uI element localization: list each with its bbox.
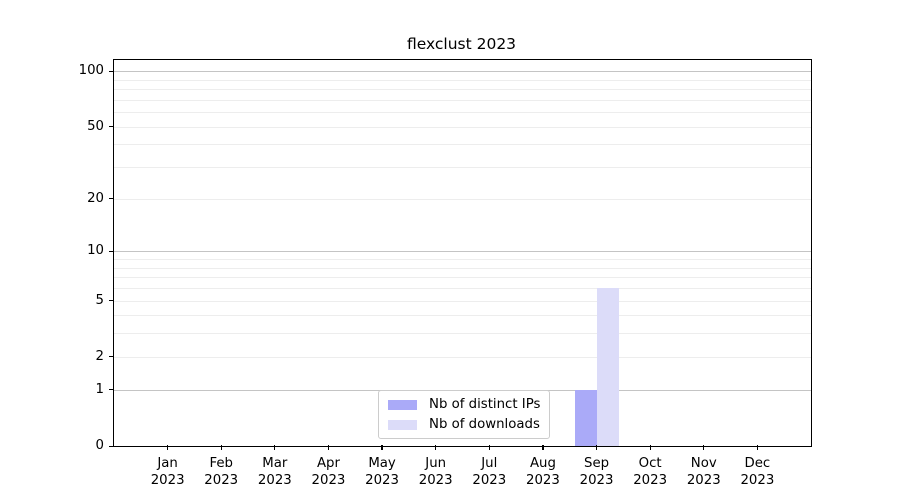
x-tick-month: Nov	[690, 456, 717, 471]
x-tick-year: 2023	[311, 473, 346, 488]
legend-item-label: Nb of distinct IPs	[429, 397, 541, 412]
x-tick-mark	[220, 445, 222, 450]
gridline-minor	[114, 167, 811, 169]
x-tick-year: 2023	[365, 473, 399, 488]
chart-title: flexclust 2023	[406, 35, 517, 53]
x-tick-mark	[488, 445, 490, 450]
y-tick-label: 1	[95, 381, 104, 397]
gridline-minor	[114, 277, 811, 279]
x-tick-month: Oct	[638, 456, 662, 471]
bar-downloads	[596, 287, 619, 446]
x-tick-month: Jun	[425, 456, 447, 471]
x-tick-label: Feb 2023	[181, 455, 261, 489]
x-tick-label: May 2023	[342, 455, 422, 489]
gridline-minor	[114, 126, 811, 128]
x-tick-mark	[167, 445, 169, 450]
plot-area: Nb of distinct IPs Nb of downloads	[113, 59, 812, 447]
x-tick-label: Jun 2023	[396, 455, 476, 489]
x-tick-mark	[756, 445, 758, 450]
x-tick-year: 2023	[686, 473, 721, 488]
x-tick-month: Jan	[157, 456, 178, 471]
x-tick-label: Dec 2023	[717, 455, 797, 489]
y-tick-mark	[109, 250, 114, 252]
x-tick-month: Dec	[744, 456, 771, 471]
x-tick-month: May	[368, 456, 396, 471]
x-tick-year: 2023	[150, 473, 185, 488]
legend: Nb of distinct IPs Nb of downloads	[378, 390, 551, 439]
y-tick-mark	[109, 70, 114, 72]
bar-distinct-ips	[574, 389, 597, 446]
y-tick-label: 2	[95, 348, 104, 364]
legend-item: Nb of distinct IPs	[388, 396, 540, 413]
y-tick-mark	[109, 300, 114, 302]
y-tick-label: 100	[78, 63, 104, 79]
y-tick-label: 5	[95, 292, 104, 308]
y-tick-label: 0	[95, 438, 104, 453]
x-tick-label: Jul 2023	[449, 455, 529, 489]
legend-swatch	[388, 419, 417, 430]
x-tick-mark	[381, 445, 383, 450]
gridline-minor	[114, 287, 811, 289]
gridline-minor	[114, 267, 811, 269]
gridline-major	[114, 71, 811, 73]
gridline-minor	[114, 198, 811, 200]
x-tick-mark	[649, 445, 651, 450]
x-tick-year: 2023	[418, 473, 453, 488]
legend-swatch	[388, 399, 417, 410]
gridline-minor	[114, 112, 811, 114]
x-tick-label: Jan 2023	[128, 455, 208, 489]
y-tick-mark	[109, 126, 114, 128]
gridline-minor	[114, 144, 811, 146]
x-tick-label: Oct 2023	[610, 455, 690, 489]
y-tick-mark	[109, 389, 114, 391]
y-tick-mark	[109, 356, 114, 358]
x-tick-mark	[274, 445, 276, 450]
x-tick-year: 2023	[740, 473, 775, 488]
x-tick-year: 2023	[579, 473, 614, 488]
x-tick-year: 2023	[472, 473, 507, 488]
x-tick-month: Sep	[584, 456, 610, 471]
gridline-minor	[114, 300, 811, 302]
x-tick-month: Aug	[529, 456, 556, 471]
y-tick-mark	[109, 198, 114, 200]
y-tick-label: 10	[87, 243, 104, 259]
legend-item: Nb of downloads	[388, 416, 540, 433]
x-tick-mark	[542, 445, 544, 450]
x-tick-month: Jul	[481, 456, 498, 471]
gridline-minor	[114, 356, 811, 358]
x-tick-mark	[703, 445, 705, 450]
gridline-minor	[114, 99, 811, 101]
y-axis: 0 1 2 5 10 20 50 100	[0, 60, 114, 453]
x-tick-label: Apr 2023	[288, 455, 368, 489]
x-tick-year: 2023	[257, 473, 292, 488]
gridline-minor	[114, 333, 811, 335]
gridline-minor	[114, 315, 811, 317]
x-tick-month: Apr	[316, 456, 340, 471]
gridline-minor	[114, 89, 811, 91]
legend-item-label: Nb of downloads	[429, 417, 540, 432]
gridline-minor	[114, 259, 811, 261]
x-tick-year: 2023	[633, 473, 668, 488]
y-tick-label: 50	[87, 118, 104, 134]
x-tick-label: Nov 2023	[664, 455, 744, 489]
gridline-major	[114, 251, 811, 253]
gridline-minor	[114, 79, 811, 81]
x-tick-label: Aug 2023	[503, 455, 583, 489]
x-tick-mark	[327, 445, 330, 450]
y-tick-label: 20	[87, 190, 104, 206]
x-tick-month: Feb	[209, 456, 233, 471]
x-tick-month: Mar	[262, 456, 288, 471]
y-tick-mark	[109, 445, 114, 447]
x-tick-mark	[595, 445, 598, 450]
x-tick-year: 2023	[526, 473, 560, 488]
x-tick-mark	[435, 445, 437, 450]
x-tick-year: 2023	[204, 473, 239, 488]
x-tick-label: Mar 2023	[235, 455, 315, 489]
x-tick-label: Sep 2023	[557, 455, 637, 489]
x-axis: Jan 2023 Feb 2023 Mar 2023 Apr 2023 May 2023 Jun 20…	[114, 445, 811, 500]
